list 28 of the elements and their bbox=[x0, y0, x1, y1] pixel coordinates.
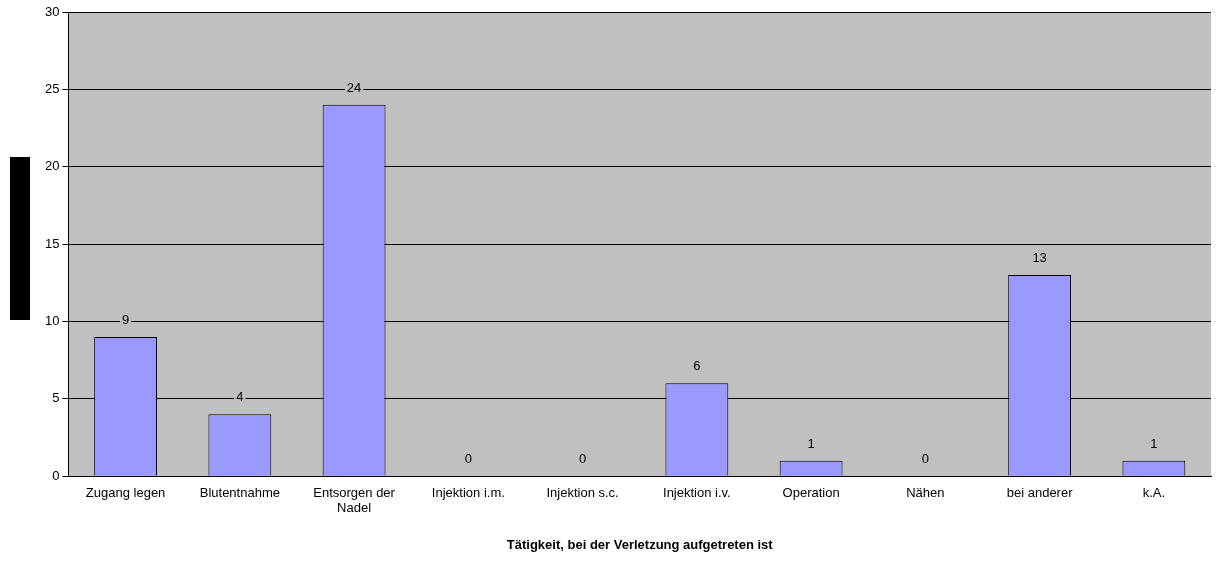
x-tick-label: Blutentnahme bbox=[199, 484, 280, 500]
x-tick-label: Entsorgen der Nadel bbox=[313, 484, 396, 516]
x-tick-label: Nähen bbox=[906, 484, 945, 500]
data-label: 0 bbox=[464, 451, 472, 467]
y-tick-label: 15 bbox=[44, 235, 60, 251]
x-tick-label: Injektion s.c. bbox=[546, 484, 619, 500]
data-label: 9 bbox=[121, 312, 130, 328]
data-label: 24 bbox=[346, 79, 362, 95]
x-tick-label: bei anderer bbox=[1006, 484, 1074, 500]
x-tick-label: Injektion i.m. bbox=[431, 484, 505, 500]
data-label: 0 bbox=[921, 451, 929, 467]
y-tick-label: 0 bbox=[52, 467, 60, 483]
data-label: 13 bbox=[1032, 250, 1047, 266]
y-tick-label: 30 bbox=[44, 3, 60, 19]
y-tick-label: 25 bbox=[44, 80, 60, 96]
y-tick-label: 20 bbox=[44, 158, 60, 174]
x-tick-label: Zugang legen bbox=[85, 484, 166, 500]
x-tick-label: Operation bbox=[782, 484, 840, 500]
data-label: 6 bbox=[693, 358, 701, 374]
x-axis-title: Tätigkeit, bei der Verletzung aufgetreten ist bbox=[506, 536, 774, 552]
data-label: 1 bbox=[1150, 435, 1158, 451]
x-tick-label: k.A. bbox=[1142, 484, 1166, 500]
x-tick-label: Injektion i.v. bbox=[663, 484, 731, 500]
data-label: 1 bbox=[807, 435, 815, 451]
y-tick-label: 10 bbox=[44, 313, 60, 329]
data-label: 0 bbox=[578, 451, 587, 467]
data-label: 4 bbox=[236, 389, 244, 405]
y-tick-label: 5 bbox=[52, 390, 60, 406]
